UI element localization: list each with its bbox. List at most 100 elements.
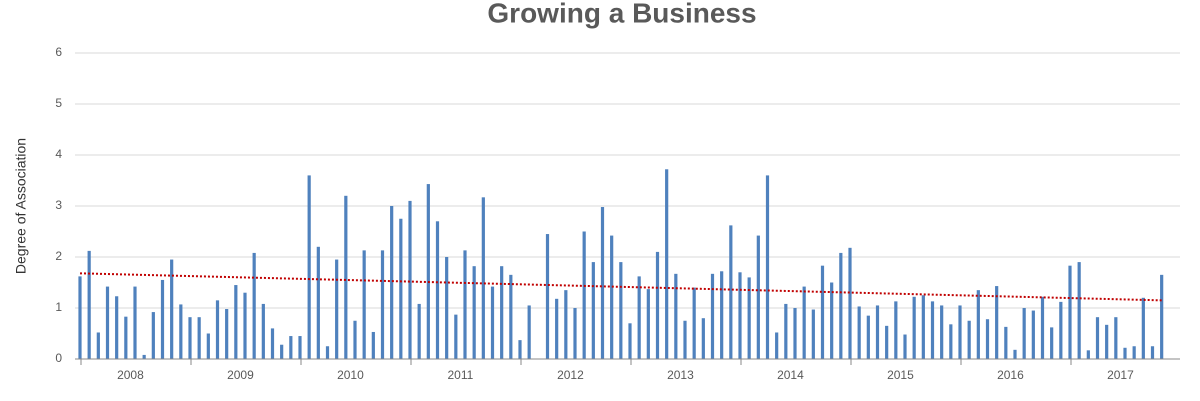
bar	[362, 250, 366, 359]
bar	[756, 235, 760, 359]
y-axis-title: Degree of Association	[13, 138, 29, 274]
bar	[765, 175, 770, 359]
bar	[921, 295, 925, 359]
bar	[151, 312, 155, 359]
bar	[866, 315, 870, 359]
bar	[1105, 324, 1109, 359]
bar	[885, 325, 889, 359]
bar	[802, 286, 806, 359]
bar	[1050, 327, 1054, 359]
bar	[316, 246, 320, 359]
bar	[591, 262, 595, 359]
bar	[518, 340, 522, 359]
bar	[1095, 317, 1100, 359]
bar	[78, 276, 82, 359]
x-tick-label: 2009	[227, 368, 254, 382]
bar	[87, 250, 91, 359]
bar	[555, 298, 559, 359]
bar	[417, 303, 421, 359]
bar	[1086, 350, 1090, 359]
bar	[720, 271, 724, 359]
bar	[490, 286, 495, 359]
bar	[665, 169, 669, 359]
y-tick-label: 6	[55, 45, 62, 59]
bar	[105, 286, 110, 359]
bar	[784, 303, 788, 359]
bar	[1114, 317, 1118, 359]
bar	[170, 259, 174, 359]
x-tick-label: 2012	[557, 368, 584, 382]
bar	[930, 301, 935, 359]
bar	[215, 300, 220, 359]
bar	[261, 303, 265, 359]
bar	[655, 251, 660, 359]
bar	[500, 266, 504, 359]
bar	[775, 332, 779, 359]
y-tick-label: 5	[55, 96, 62, 110]
bar	[903, 334, 907, 359]
bar	[545, 234, 550, 359]
x-tick-label: 2015	[887, 368, 914, 382]
bar	[692, 287, 696, 359]
bar	[435, 221, 440, 359]
bar	[747, 277, 751, 359]
bar	[463, 250, 467, 359]
bar	[1059, 301, 1063, 359]
bar	[527, 305, 531, 359]
bar	[582, 231, 586, 359]
bar	[243, 292, 247, 359]
bar	[839, 252, 843, 359]
bar	[894, 301, 898, 359]
bar	[335, 259, 339, 359]
bar	[509, 274, 513, 359]
bar	[1132, 346, 1136, 359]
bar	[133, 286, 137, 359]
trendline	[79, 272, 1162, 302]
bar	[142, 354, 146, 359]
y-tick-label: 4	[55, 147, 62, 161]
x-tick-label: 2013	[667, 368, 694, 382]
x-tick-label: 2016	[997, 368, 1024, 382]
x-tick-label: 2010	[337, 368, 364, 382]
bar	[472, 266, 476, 359]
bar	[875, 305, 880, 359]
bar	[454, 314, 458, 359]
bar	[307, 175, 311, 359]
bar	[967, 320, 971, 359]
y-tick-label: 0	[55, 351, 62, 365]
bar	[280, 344, 284, 359]
bar	[848, 247, 852, 359]
bar	[445, 257, 449, 359]
bar	[206, 333, 210, 359]
bar	[252, 252, 256, 359]
bar	[96, 332, 100, 359]
bar	[179, 304, 183, 359]
bar	[1040, 296, 1045, 359]
bar	[985, 319, 990, 359]
x-tick-label: 2017	[1107, 368, 1134, 382]
bar	[729, 225, 733, 359]
bar	[573, 308, 577, 359]
bar	[399, 218, 403, 359]
bar	[857, 306, 861, 359]
x-tick-label: 2011	[448, 368, 474, 382]
bar	[619, 262, 623, 359]
bar	[1031, 310, 1035, 359]
bar	[610, 235, 614, 359]
bar	[353, 320, 357, 359]
bar	[1141, 297, 1145, 359]
bar	[701, 318, 705, 359]
bar	[481, 197, 485, 359]
bar	[976, 290, 980, 359]
bar	[380, 250, 385, 359]
bar	[628, 323, 632, 359]
bar	[1150, 346, 1155, 359]
bar	[958, 305, 962, 359]
bar	[912, 296, 916, 359]
bar	[270, 328, 275, 359]
bar	[811, 309, 815, 359]
bar	[738, 272, 742, 359]
bar	[390, 206, 394, 359]
bar	[995, 286, 999, 359]
